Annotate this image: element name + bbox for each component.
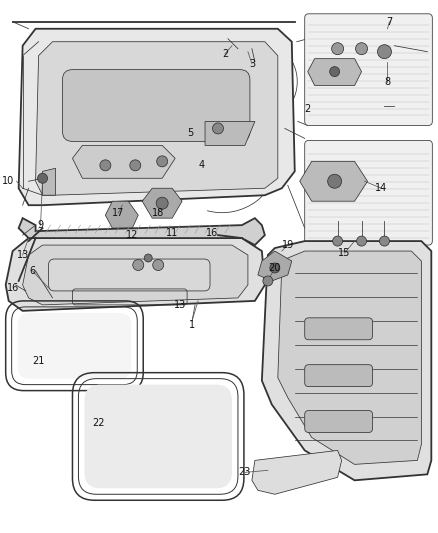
Circle shape xyxy=(356,43,367,55)
Text: 20: 20 xyxy=(268,263,281,273)
Text: 15: 15 xyxy=(339,248,351,258)
Polygon shape xyxy=(252,450,342,494)
Polygon shape xyxy=(258,251,292,281)
Text: 2: 2 xyxy=(304,103,311,114)
Text: 12: 12 xyxy=(126,230,138,240)
Circle shape xyxy=(157,156,168,167)
Circle shape xyxy=(263,276,273,286)
Circle shape xyxy=(270,263,280,273)
Polygon shape xyxy=(19,218,265,245)
FancyBboxPatch shape xyxy=(18,313,131,378)
Circle shape xyxy=(153,260,164,270)
FancyBboxPatch shape xyxy=(305,365,372,386)
Text: 7: 7 xyxy=(386,17,392,27)
Text: 1: 1 xyxy=(189,320,195,330)
Polygon shape xyxy=(72,146,175,178)
Text: 13: 13 xyxy=(17,250,29,260)
Circle shape xyxy=(379,236,389,246)
Text: 17: 17 xyxy=(112,208,124,218)
Circle shape xyxy=(378,45,392,59)
Circle shape xyxy=(328,174,342,188)
Circle shape xyxy=(332,236,343,246)
Circle shape xyxy=(212,123,223,134)
Circle shape xyxy=(144,254,152,262)
Text: 18: 18 xyxy=(152,208,164,218)
Text: 23: 23 xyxy=(239,467,251,478)
Polygon shape xyxy=(6,238,265,311)
FancyBboxPatch shape xyxy=(305,140,432,245)
FancyBboxPatch shape xyxy=(85,385,232,488)
FancyBboxPatch shape xyxy=(305,410,372,432)
Text: 16: 16 xyxy=(206,228,218,238)
FancyBboxPatch shape xyxy=(49,259,210,291)
Polygon shape xyxy=(300,161,367,201)
Text: 10: 10 xyxy=(2,176,14,186)
Circle shape xyxy=(357,236,367,246)
FancyBboxPatch shape xyxy=(305,318,372,340)
Polygon shape xyxy=(205,122,255,146)
Circle shape xyxy=(332,43,343,55)
Polygon shape xyxy=(23,245,248,305)
Polygon shape xyxy=(262,241,431,480)
Circle shape xyxy=(156,197,168,209)
Polygon shape xyxy=(106,201,138,228)
Text: 13: 13 xyxy=(174,300,186,310)
Polygon shape xyxy=(35,42,278,195)
Polygon shape xyxy=(42,168,56,195)
Circle shape xyxy=(38,173,48,183)
Text: 8: 8 xyxy=(385,77,391,86)
Circle shape xyxy=(130,160,141,171)
Polygon shape xyxy=(19,29,295,205)
Text: 3: 3 xyxy=(249,59,255,69)
Text: 11: 11 xyxy=(166,228,178,238)
Text: 6: 6 xyxy=(29,266,35,276)
Text: 19: 19 xyxy=(282,240,294,250)
Circle shape xyxy=(100,160,111,171)
Text: 9: 9 xyxy=(38,220,44,230)
Polygon shape xyxy=(278,251,421,464)
FancyBboxPatch shape xyxy=(305,14,432,125)
FancyBboxPatch shape xyxy=(63,70,250,141)
Text: 22: 22 xyxy=(92,417,105,427)
Text: 16: 16 xyxy=(7,283,19,293)
Circle shape xyxy=(330,67,339,77)
Polygon shape xyxy=(142,188,182,218)
Text: 21: 21 xyxy=(32,356,45,366)
Text: 4: 4 xyxy=(199,160,205,171)
Text: 2: 2 xyxy=(222,49,228,59)
Circle shape xyxy=(133,260,144,270)
Text: 14: 14 xyxy=(375,183,388,193)
Polygon shape xyxy=(308,59,361,86)
Text: 5: 5 xyxy=(187,128,193,139)
